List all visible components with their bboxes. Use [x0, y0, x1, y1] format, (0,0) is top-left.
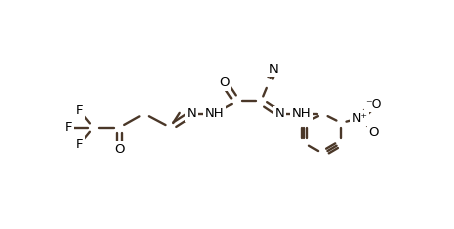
Text: F: F [76, 104, 83, 117]
Text: F: F [76, 138, 83, 151]
Text: O: O [114, 143, 125, 156]
Text: F: F [65, 121, 73, 134]
Text: N: N [275, 107, 285, 120]
Text: NH: NH [204, 107, 224, 120]
Text: NH: NH [291, 107, 311, 120]
Text: ⁻O: ⁻O [365, 98, 382, 111]
Text: N: N [269, 63, 278, 76]
Text: N: N [187, 107, 197, 120]
Text: O: O [368, 126, 379, 139]
Text: O: O [219, 76, 229, 89]
Text: N⁺: N⁺ [352, 112, 368, 125]
